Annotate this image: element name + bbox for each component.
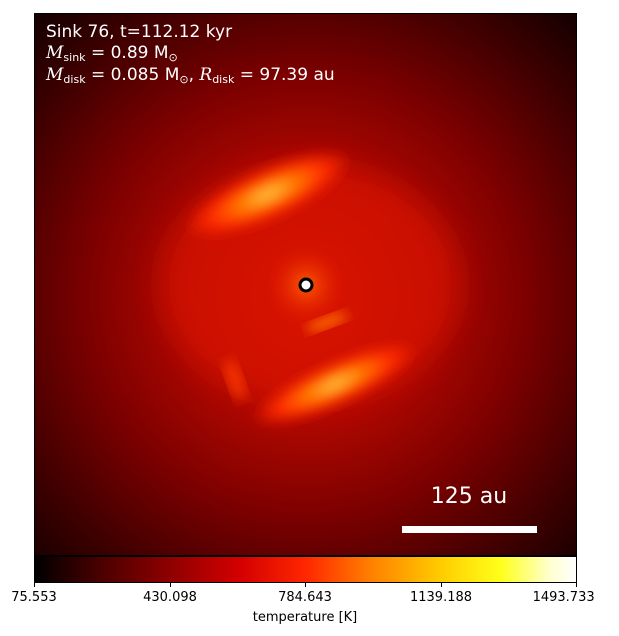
scale-bar [402,526,537,533]
temperature-map-panel: Sink 76, t=112.12 kyr Msink = 0.89 M⊙ Md… [34,13,577,556]
colorbar-tick [34,583,35,587]
sink-mass-label: Msink = 0.89 M⊙ [46,43,178,64]
colorbar-tick [305,583,306,587]
temperature-colorbar [34,556,577,583]
colorbar-tick-label: 75.553 [11,590,57,605]
colorbar-label: temperature [K] [252,610,358,625]
colorbar-tick-label: 1139.188 [409,590,473,605]
colorbar-tick [441,583,442,587]
colorbar-tick [170,583,171,587]
sink-time-label: Sink 76, t=112.12 kyr [46,22,233,42]
colorbar-tick-label: 430.098 [143,590,197,605]
colorbar-tick-label: 784.643 [278,590,332,605]
colorbar-tick [576,583,577,587]
colorbar-tick-label: 1493.733 [532,590,595,605]
disk-properties-label: Mdisk = 0.085 M⊙, Rdisk = 97.39 au [46,65,335,86]
scale-bar-label: 125 au [430,484,508,509]
temperature-map-image [35,14,576,555]
sink-marker [298,277,314,293]
